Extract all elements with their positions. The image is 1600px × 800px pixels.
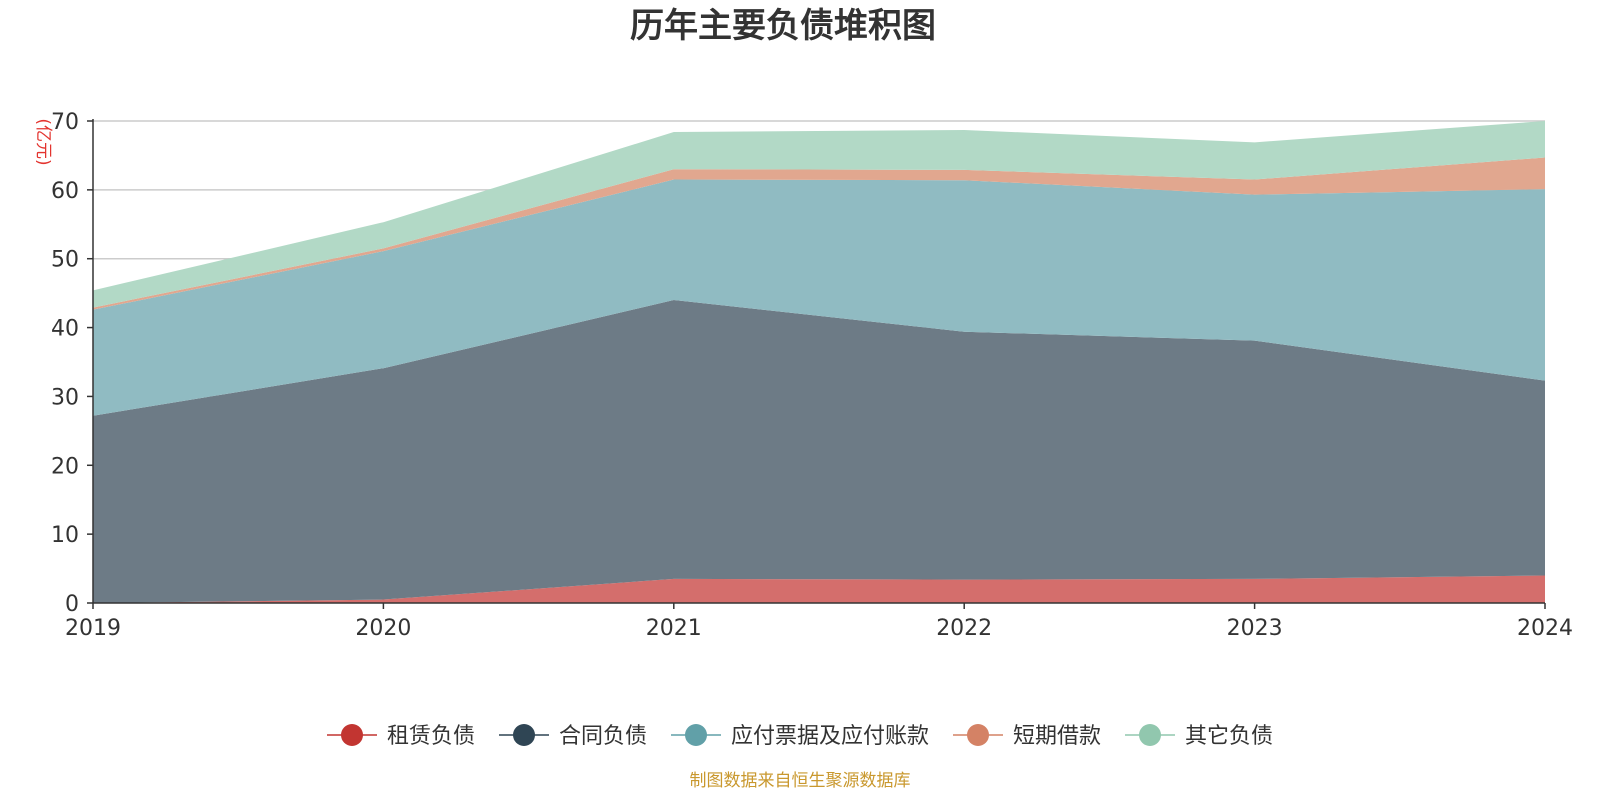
legend-label-3: 短期借款 (1013, 724, 1101, 749)
legend-marker-4 (1139, 724, 1161, 746)
x-tick-label-2020: 2020 (355, 616, 411, 641)
y-tick-label-40: 40 (51, 317, 79, 342)
legend: 租赁负债 合同负债 应付票据及应付账款 短期借款 其它负债 (327, 724, 1273, 749)
y-tick-label-30: 30 (51, 385, 79, 410)
y-tick-label-0: 0 (65, 592, 79, 617)
x-tick-label-2019: 2019 (65, 616, 121, 641)
y-tick-label-70: 70 (51, 110, 79, 135)
legend-marker-0 (341, 724, 363, 746)
legend-label-0: 租赁负债 (387, 724, 475, 749)
area-series-group (93, 121, 1545, 603)
legend-item-4[interactable]: 其它负债 (1125, 724, 1273, 749)
y-tick-label-50: 50 (51, 248, 79, 273)
y-axis-unit-label: (亿元) (33, 118, 53, 165)
legend-item-3[interactable]: 短期借款 (953, 724, 1101, 749)
y-tick-label-60: 60 (51, 179, 79, 204)
area-series-4 (93, 121, 1545, 308)
area-series-2 (93, 179, 1545, 416)
area-series-1 (93, 300, 1545, 603)
legend-marker-3 (967, 724, 989, 746)
legend-item-0[interactable]: 租赁负债 (327, 724, 475, 749)
x-tick-label-2023: 2023 (1227, 616, 1283, 641)
y-tick-label-10: 10 (51, 523, 79, 548)
axes: 0 10 20 30 40 50 60 70 2019 2020 2021 2022 2023 2024 (51, 110, 1573, 641)
area-series-3 (93, 157, 1545, 310)
y-tick-label-20: 20 (51, 454, 79, 479)
data-source-note: 制图数据来自恒生聚源数据库 (690, 771, 911, 791)
legend-marker-2 (685, 724, 707, 746)
x-tick-label-2022: 2022 (936, 616, 992, 641)
legend-marker-1 (513, 724, 535, 746)
area-series-0 (93, 575, 1545, 603)
legend-label-2: 应付票据及应付账款 (731, 724, 929, 749)
legend-label-4: 其它负债 (1185, 724, 1273, 749)
legend-item-2[interactable]: 应付票据及应付账款 (671, 724, 929, 749)
x-tick-label-2024: 2024 (1517, 616, 1573, 641)
x-tick-label-2021: 2021 (646, 616, 702, 641)
legend-label-1: 合同负债 (559, 724, 647, 749)
legend-item-1[interactable]: 合同负债 (499, 724, 647, 749)
chart-title: 历年主要负债堆积图 (630, 6, 936, 46)
